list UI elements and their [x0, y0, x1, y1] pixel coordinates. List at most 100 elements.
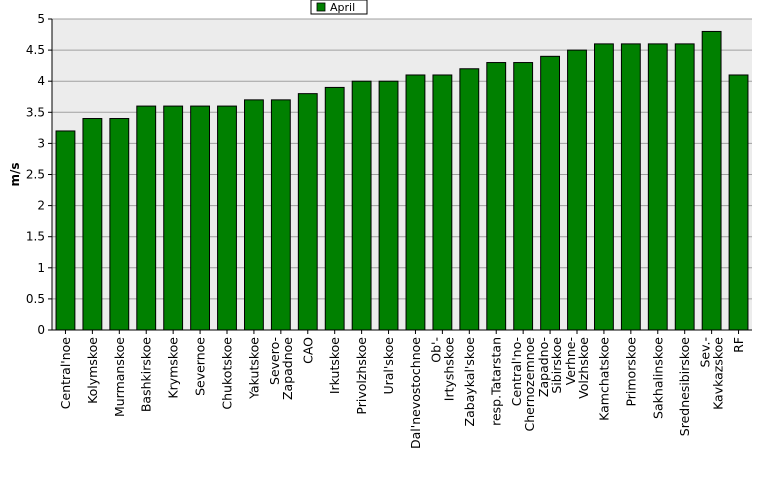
y-tick-label: 1	[37, 261, 45, 275]
x-tick-label-line: Zapadnoe	[280, 337, 295, 400]
x-tick-label-line: Privolzhskoe	[354, 337, 369, 415]
bar	[136, 105, 157, 331]
x-tick-label: Yakutskoe	[246, 337, 261, 400]
bar	[351, 80, 372, 331]
x-tick-label: resp.Tatarstan	[489, 337, 504, 426]
x-tick-label: Severnoe	[193, 337, 208, 396]
y-tick-label: 0	[37, 323, 45, 337]
x-tick-label: Verhne-Volzhskoe	[563, 337, 591, 399]
bar	[567, 49, 587, 331]
bar	[513, 62, 534, 331]
x-tick-label-line: Sakhalinskoe	[650, 337, 665, 419]
bar	[620, 43, 641, 331]
x-tick-label: Bashkirskoe	[139, 337, 154, 412]
bar	[486, 62, 507, 331]
x-tick-label: Murmanskoe	[112, 337, 127, 417]
bars	[55, 30, 749, 331]
x-tick-label: RF	[731, 337, 746, 353]
x-tick-label: Ural'skoe	[381, 337, 396, 395]
x-tick-label-line: Dal'nevostochnoe	[408, 337, 423, 449]
x-tick-label-line: Severo-	[267, 337, 282, 385]
x-tick-label-line: Chernozemnoe	[522, 337, 537, 432]
x-tick-label-line: Irtyshskoe	[441, 337, 456, 402]
legend-entry-april: April	[330, 1, 355, 14]
x-tick-label-line: Central'no-	[509, 337, 524, 406]
x-tick-label-line: Kolymskoe	[85, 337, 100, 404]
y-axis-title: m/s	[8, 162, 22, 186]
x-tick-label-line: Ob'-	[428, 337, 443, 363]
bar	[190, 105, 210, 331]
bar	[459, 68, 480, 331]
x-tick-label-line: Sibirskoe	[549, 337, 564, 394]
y-tick-label: 5	[37, 12, 45, 26]
x-tick-label: Kolymskoe	[85, 337, 100, 404]
x-tick-label: Kamchatskoe	[596, 337, 611, 421]
x-tick-label-line: Verhne-	[563, 337, 578, 385]
y-tick-label: 4	[37, 74, 45, 88]
x-tick-label-line: Severnoe	[193, 337, 208, 396]
bar	[217, 105, 237, 331]
bar	[701, 30, 722, 331]
x-tick-label-line: Murmanskoe	[112, 337, 127, 417]
bar	[109, 118, 130, 331]
bar	[163, 105, 184, 331]
bar	[594, 43, 614, 331]
y-tick-label: 3	[37, 136, 45, 150]
x-tick-label-line: Zapadno-	[536, 337, 551, 397]
x-tick-label-line: Yakutskoe	[246, 337, 261, 400]
bar	[324, 86, 345, 331]
bar	[647, 43, 668, 331]
y-tick-label: 1.5	[26, 230, 45, 244]
y-tick-label: 2.5	[26, 168, 45, 182]
x-tick-label: CAO	[300, 337, 315, 364]
x-tick-label-line: Sev.-	[698, 337, 713, 368]
x-tick-label-line: resp.Tatarstan	[489, 337, 504, 426]
x-tick-label: Sev.-Kavkazskoe	[698, 337, 726, 410]
x-tick-label: Primorskoe	[623, 337, 638, 407]
x-tick-label: Central'noe	[58, 337, 73, 410]
x-tick-label-line: Zabaykal'skoe	[462, 337, 477, 427]
bar	[55, 130, 76, 331]
x-tick-label-line: Kavkazskoe	[711, 337, 726, 410]
x-tick-label-line: Srednesibirskoe	[677, 337, 692, 437]
x-tick-label-line: RF	[731, 337, 746, 353]
x-tick-label-line: Kamchatskoe	[596, 337, 611, 421]
x-tick-label: Central'no-Chernozemnoe	[509, 337, 537, 432]
y-tick-label: 3.5	[26, 105, 45, 119]
x-tick-label: Chukotskoe	[220, 337, 235, 410]
y-tick-label: 4.5	[26, 43, 45, 57]
x-tick-label: Privolzhskoe	[354, 337, 369, 415]
x-tick-label-line: Krymskoe	[166, 337, 181, 399]
bar	[270, 99, 291, 331]
y-tick-label: 2	[37, 199, 45, 213]
bar	[244, 99, 264, 331]
bar	[728, 74, 749, 331]
bar	[82, 118, 103, 331]
x-tick-label: Ob'-Irtyshskoe	[428, 337, 456, 402]
x-tick-label-line: Primorskoe	[623, 337, 638, 407]
bar	[405, 74, 426, 331]
x-tick-label: Krymskoe	[166, 337, 181, 399]
x-tick-label: Dal'nevostochnoe	[408, 337, 423, 449]
x-tick-label-line: Irkutskoe	[327, 337, 342, 394]
x-tick-label: Zapadno-Sibirskoe	[536, 337, 564, 397]
x-tick-label-line: CAO	[300, 337, 315, 364]
bar	[297, 93, 318, 331]
x-tick-label: Irkutskoe	[327, 337, 342, 394]
y-axis-ticks: 0 0.5 1 1.5 2 2.5 3 3.5 4 4.5 5	[26, 12, 52, 337]
y-tick-label: 0.5	[26, 292, 45, 306]
bar	[674, 43, 695, 331]
legend: April	[310, 0, 368, 15]
x-axis-labels: Central'noe Kolymskoe Murmanskoe Bashkirsko…	[58, 330, 746, 449]
x-tick-label: Zabaykal'skoe	[462, 337, 477, 427]
x-tick-label-line: Chukotskoe	[220, 337, 235, 410]
x-tick-label-line: Volzhskoe	[576, 337, 591, 399]
x-tick-label-line: Bashkirskoe	[139, 337, 154, 412]
x-tick-label: Sakhalinskoe	[650, 337, 665, 419]
x-tick-label: Srednesibirskoe	[677, 337, 692, 437]
x-tick-label-line: Ural'skoe	[381, 337, 396, 395]
bar	[432, 74, 453, 331]
bar	[540, 55, 561, 331]
bar	[378, 80, 399, 331]
